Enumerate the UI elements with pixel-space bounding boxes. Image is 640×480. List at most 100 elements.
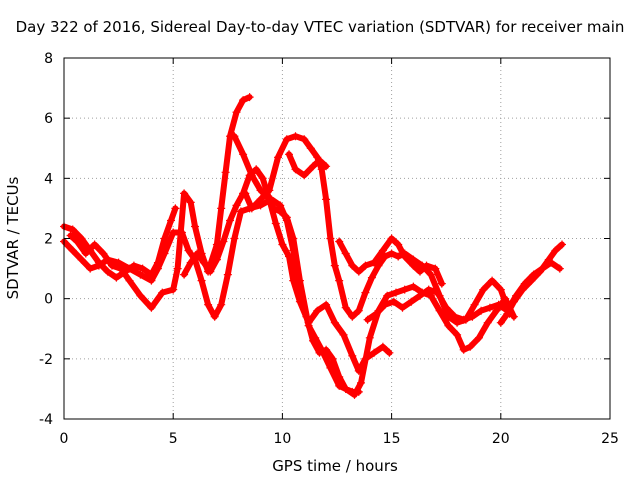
data-point [389,297,398,306]
data-point [77,255,86,264]
data-point [459,315,468,324]
y-tick-label: -2 [39,352,53,368]
data-point [494,300,503,309]
data-point [322,162,331,171]
data-point [291,132,300,141]
data-point [435,306,444,315]
plot-area [60,93,566,399]
data-point [387,234,396,243]
data-point [330,261,339,270]
data-point [378,342,387,351]
data-point [180,270,189,279]
data-point [239,150,248,159]
data-point [407,297,416,306]
y-tick-label: 2 [44,232,53,248]
data-point [357,378,365,387]
data-point [558,240,566,249]
data-point [416,267,424,276]
data-point [77,234,86,243]
data-point [278,240,287,249]
data-point [453,330,462,339]
data-point [276,207,285,216]
data-point [328,354,337,363]
data-point [252,165,261,174]
data-point [169,228,178,237]
data-point [409,261,418,270]
data-point [167,216,175,225]
data-point [245,93,254,102]
data-point [509,297,518,306]
data-point [108,261,116,270]
y-tick-label: 4 [44,171,53,187]
data-point [247,204,256,213]
data-point [90,240,99,249]
data-series [496,240,566,327]
data-point [68,225,77,234]
data-point [544,255,553,264]
data-point [335,237,344,246]
data-point [184,246,193,255]
data-point [311,333,320,342]
data-point [416,291,424,300]
data-point [354,267,363,276]
data-point [424,285,433,294]
data-point [400,285,409,294]
data-point [236,207,245,216]
data-point [488,276,497,285]
data-point [551,246,560,255]
data-point [282,135,291,144]
data-point [138,264,147,273]
data-point [285,150,293,159]
data-point [370,258,379,267]
data-point [326,363,335,372]
data-point [241,189,250,198]
data-point [315,156,324,165]
data-point [147,276,156,285]
data-point [363,315,372,324]
data-point [555,264,564,273]
data-point [291,165,300,174]
data-point [232,201,241,210]
data-point [204,300,213,309]
data-point [239,96,248,105]
data-point [341,249,350,258]
data-point [223,270,232,279]
data-point [394,240,403,249]
data-point [66,231,75,240]
data-point [197,276,206,285]
data-point [387,249,396,258]
data-point [365,333,374,342]
data-point [116,264,125,273]
data-point [381,252,389,261]
data-point [169,285,178,294]
data-series [66,93,254,312]
data-point [199,258,208,267]
data-point [158,288,167,297]
data-point [191,222,199,231]
data-point [265,186,274,195]
data-point [470,300,479,309]
data-point [317,345,326,354]
data-point [258,174,267,183]
data-point [348,351,357,360]
data-point [348,312,357,321]
data-series [241,132,514,327]
y-tick-label: 0 [44,292,53,308]
data-point [300,171,309,180]
data-point [221,168,230,177]
data-point [330,318,339,327]
data-point [503,309,512,318]
data-point [230,234,239,243]
data-point [381,300,389,309]
data-point [180,189,189,198]
data-point [136,291,145,300]
data-point [173,264,182,273]
data-point [442,303,451,312]
data-point [112,273,121,282]
x-axis-label: GPS time / hours [272,457,398,475]
data-point [374,261,383,270]
data-point [289,234,298,243]
data-point [247,171,256,180]
